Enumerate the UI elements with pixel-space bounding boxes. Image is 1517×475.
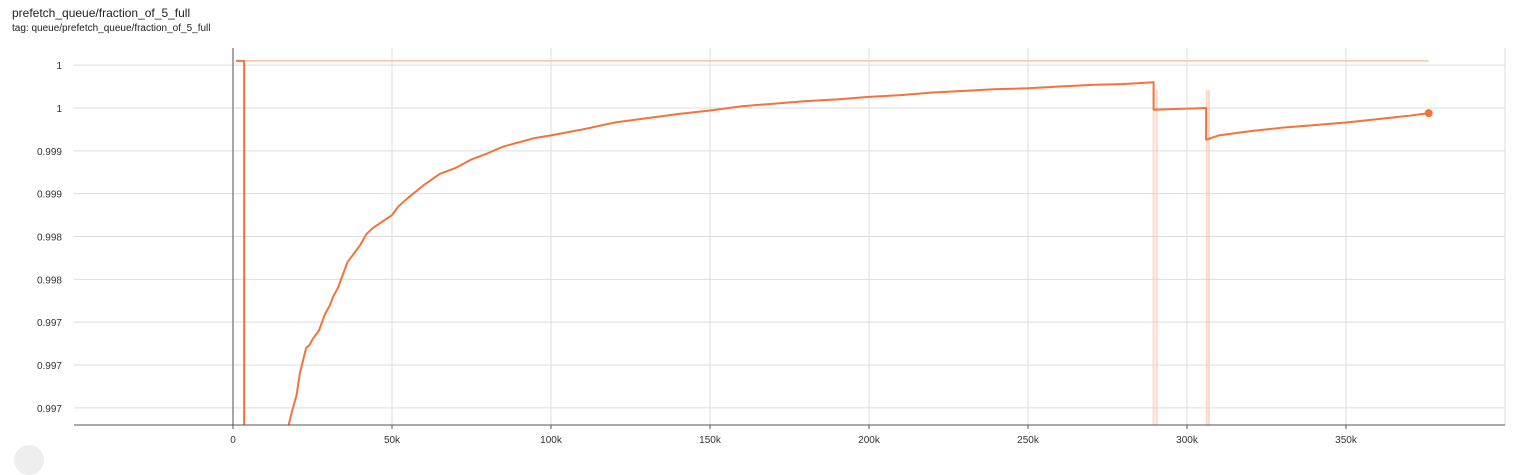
x-tick-label: 350k (1335, 435, 1358, 446)
y-tick-label: 1 (56, 61, 62, 72)
chart-title: prefetch_queue/fraction_of_5_full (12, 6, 191, 20)
x-tick-label: 100k (540, 435, 563, 446)
last-point-marker (1424, 109, 1433, 118)
y-tick-label: 0.998 (37, 233, 62, 244)
y-tick-label: 0.997 (37, 318, 62, 329)
x-tick-label: 0 (230, 435, 236, 446)
x-tick-label: 200k (858, 435, 881, 446)
fit-domain-button[interactable] (14, 445, 44, 475)
y-tick-label: 0.997 (37, 361, 62, 372)
x-tick-label: 150k (699, 435, 722, 446)
x-tick-label: 250k (1017, 435, 1040, 446)
line-chart[interactable]: 0.997 0.997 0.997 0.998 0.998 0.999 0.999 1 1 0 50… (0, 0, 1517, 455)
y-tick-label: 0.999 (37, 190, 62, 201)
axes: 0.997 0.997 0.997 0.998 0.998 0.999 0.999 1 1 0 50… (37, 48, 1505, 446)
smoothed-series-line (236, 59, 1429, 425)
y-tick-label: 0.998 (37, 275, 62, 286)
x-tick-label: 50k (384, 435, 401, 446)
y-tick-label: 0.999 (37, 147, 62, 158)
x-tick-label: 300k (1176, 435, 1199, 446)
raw-series (236, 60, 1429, 425)
smoothed-series (236, 59, 1433, 425)
chart-tag-label: tag: queue/prefetch_queue/fraction_of_5_… (12, 23, 211, 34)
y-tick-label: 0.997 (37, 404, 62, 415)
grid (74, 48, 1506, 425)
y-tick-label: 1 (56, 104, 62, 115)
